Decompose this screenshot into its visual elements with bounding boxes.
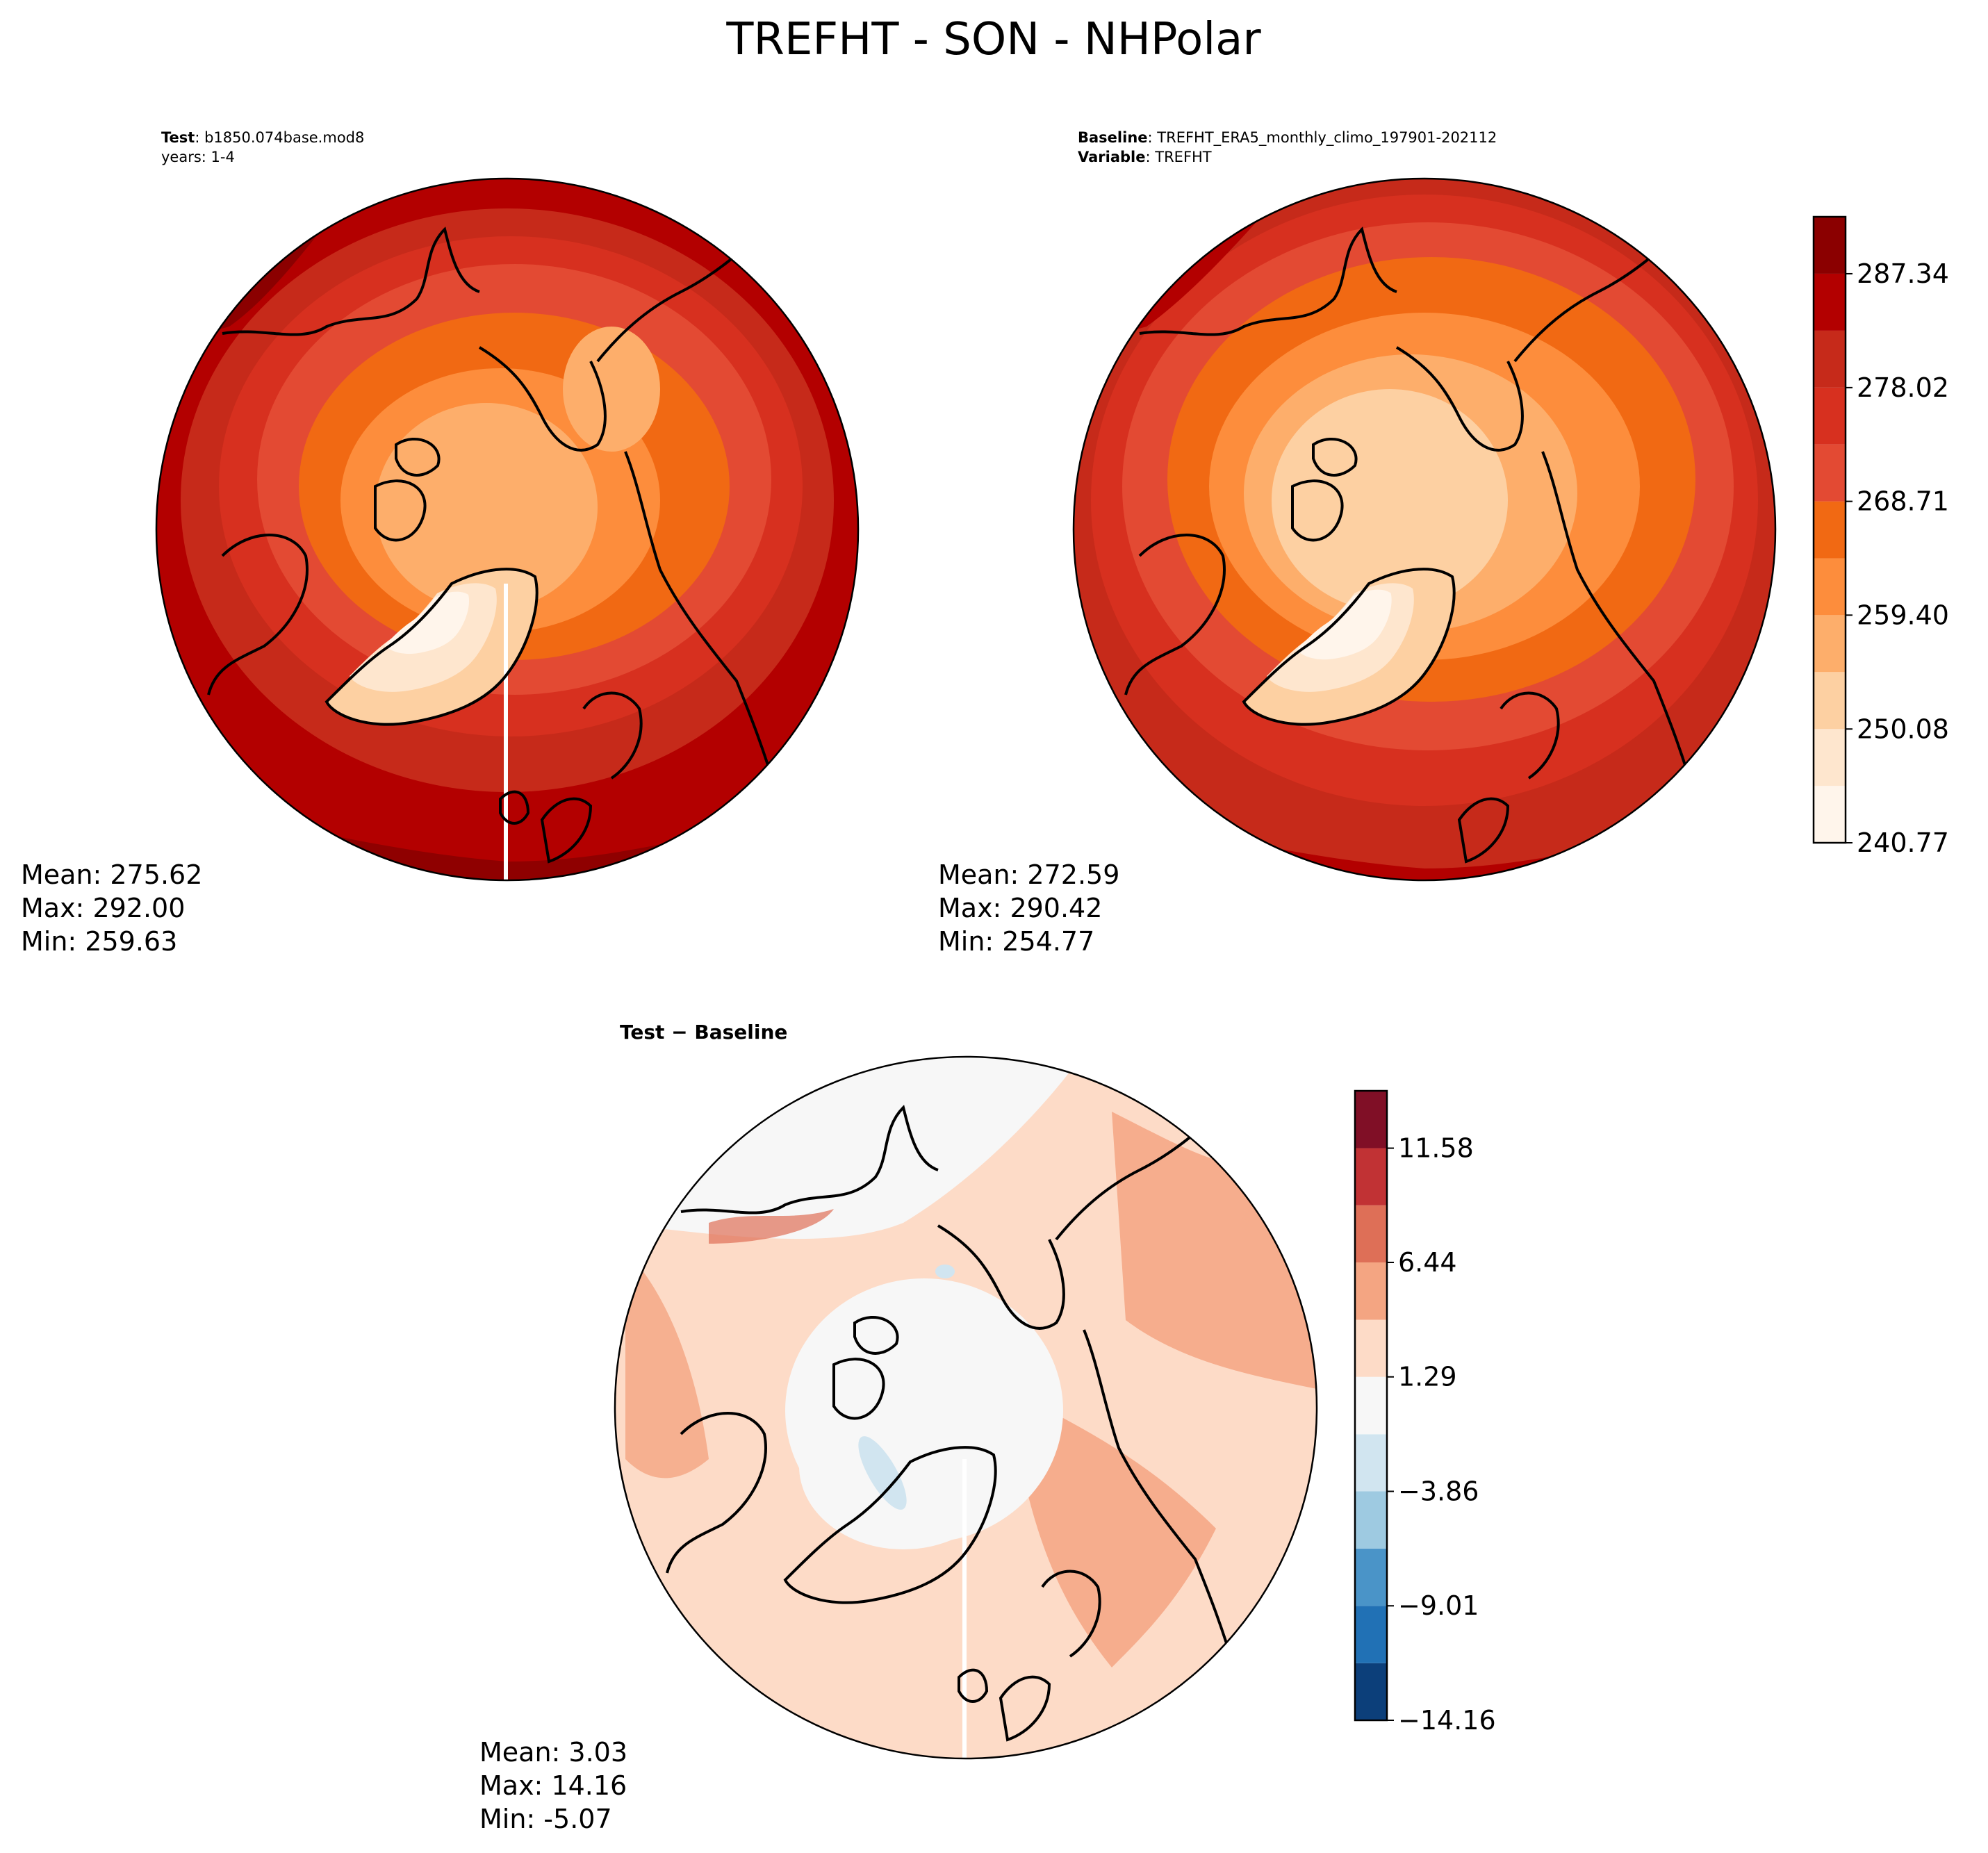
colorbar-abs-band	[1814, 729, 1846, 787]
colorbar-abs-tick-label: 240.77	[1857, 827, 1949, 858]
colorbar-diff-tick-label: −14.16	[1398, 1705, 1496, 1736]
panel-baseline-header-line-1: Baseline: TREFHT_ERA5_monthly_climo_1979…	[1078, 129, 1497, 147]
coastlines-test	[207, 227, 780, 864]
colorbar-absolute: 240.77 250.08 259.40 268.71 278.02 287.34	[1812, 215, 1949, 858]
colorbar-abs-tick-label: 250.08	[1857, 714, 1949, 744]
panel-diff-header: Test − Baseline	[620, 1021, 787, 1044]
map-boundary-baseline	[1072, 177, 1777, 882]
panel-test-header-line-1: Test: b1850.074base.mod8	[161, 129, 364, 146]
panel-baseline-max: Max: 290.42	[938, 893, 1102, 923]
colorbar-abs-tick-label: 268.71	[1857, 486, 1949, 517]
colorbar-diff-tick-label: 1.29	[1398, 1362, 1457, 1392]
colorbar-diff-band	[1355, 1262, 1387, 1320]
colorbar-abs-band	[1814, 387, 1846, 445]
colorbar-abs-frame	[1812, 215, 1847, 844]
colorbar-diff-frame	[1354, 1089, 1388, 1722]
colorbar-diff-band	[1355, 1491, 1387, 1549]
panel-test-max: Max: 292.00	[21, 893, 185, 923]
coastlines-baseline	[1124, 227, 1697, 864]
panel-baseline: Baseline: TREFHT_ERA5_monthly_climo_1979…	[938, 129, 1777, 957]
colorbar-abs-band	[1814, 273, 1846, 331]
colorbar-abs-band	[1814, 558, 1846, 616]
panel-diff-min: Min: -5.07	[479, 1804, 612, 1834]
colorbar-diff-tick-label: −9.01	[1398, 1590, 1479, 1621]
map-diff	[615, 1057, 1317, 1759]
colorbar-abs-tick-label: 259.40	[1857, 600, 1949, 630]
map-boundary-test	[155, 177, 860, 882]
panel-baseline-mean: Mean: 272.59	[938, 859, 1119, 890]
colorbar-diff-tick-label: 11.58	[1398, 1133, 1474, 1164]
figure-title: TREFHT - SON - NHPolar	[725, 14, 1261, 65]
colorbar-diff-band	[1355, 1549, 1387, 1606]
colorbar-diff-band	[1355, 1148, 1387, 1205]
colorbar-abs-band	[1814, 501, 1846, 559]
panel-test: Test: b1850.074base.mod8 years: 1-4	[21, 129, 860, 957]
panel-baseline-min: Min: 254.77	[938, 926, 1094, 957]
colorbar-abs-tick-label: 278.02	[1857, 372, 1949, 403]
colorbar-diff-tick-label: 6.44	[1398, 1247, 1457, 1278]
map-boundary-diff	[614, 1055, 1318, 1760]
colorbar-abs-band	[1814, 615, 1846, 673]
panel-test-mean: Mean: 275.62	[21, 859, 202, 890]
panel-baseline-header-line-2: Variable: TREFHT	[1078, 149, 1212, 165]
colorbar-abs-band	[1814, 444, 1846, 502]
colorbar-abs-band	[1814, 672, 1846, 730]
panel-diff-max: Max: 14.16	[479, 1770, 627, 1801]
colorbar-abs-band	[1814, 786, 1846, 843]
colorbar-diff-band	[1355, 1376, 1387, 1435]
map-baseline	[1074, 179, 1775, 880]
colorbar-diff-band	[1355, 1606, 1387, 1663]
colorbar-diff-band	[1355, 1434, 1387, 1492]
colorbar-abs-tick-label: 287.34	[1857, 258, 1949, 289]
colorbar-diff-band	[1355, 1663, 1387, 1720]
colorbar-diff-band	[1355, 1091, 1387, 1148]
colorbar-diff-tick-label: −3.86	[1398, 1476, 1479, 1506]
map-test	[156, 179, 858, 880]
panel-diff-mean: Mean: 3.03	[479, 1737, 627, 1768]
colorbar-diff-band	[1355, 1205, 1387, 1262]
colorbar-abs-band	[1814, 330, 1846, 388]
panel-test-min: Min: 259.63	[21, 926, 177, 957]
panel-diff: Test − Baseline	[479, 1021, 1318, 1834]
panel-test-header-line-2: years: 1-4	[161, 149, 235, 165]
colorbar-abs-band	[1814, 217, 1846, 274]
colorbar-diff-band	[1355, 1319, 1387, 1377]
colorbar-difference: −14.16 −9.01 −3.86 1.29 6.44 11.58	[1354, 1089, 1496, 1736]
